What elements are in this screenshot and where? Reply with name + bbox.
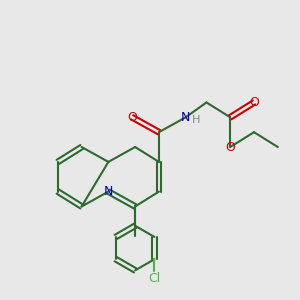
Text: Cl: Cl [148,272,160,285]
Text: O: O [127,111,137,124]
Text: N: N [104,185,113,198]
Text: N: N [181,111,190,124]
Text: O: O [225,140,235,154]
Text: H: H [192,115,200,125]
Text: O: O [249,96,259,109]
